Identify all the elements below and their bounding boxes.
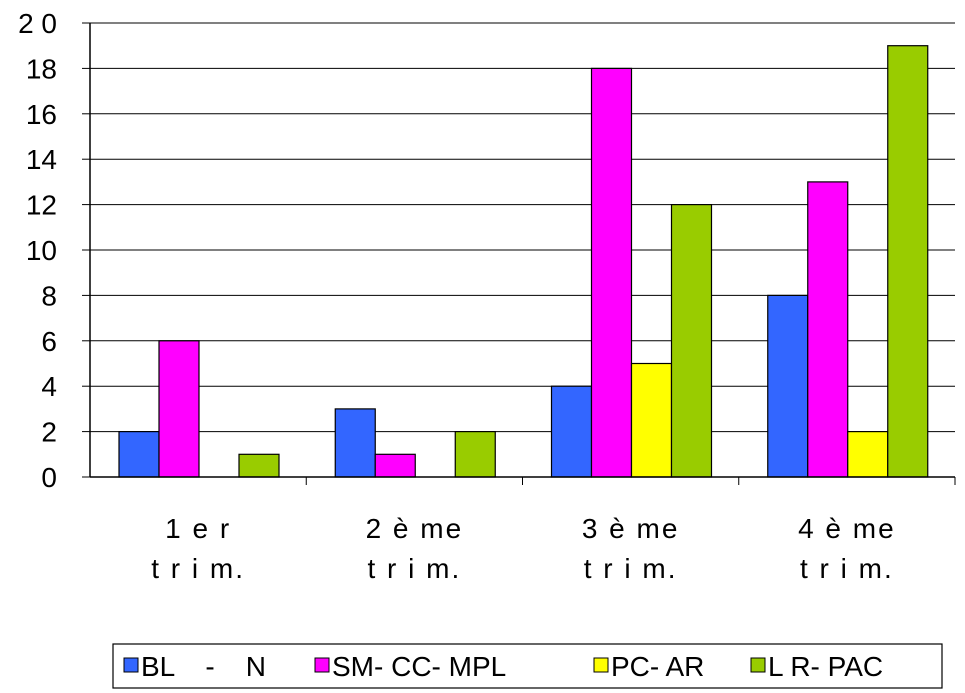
bars: [118, 45, 929, 478]
bar: [847, 431, 889, 478]
bar: [158, 340, 200, 478]
y-tick-label: 8: [41, 280, 57, 311]
x-category-label: 1 e r: [165, 513, 231, 544]
legend-swatch: [123, 657, 139, 673]
bar: [550, 385, 593, 478]
bar: [807, 181, 849, 478]
legend-label: L R- PAC: [768, 651, 883, 682]
y-tick-label: 2: [41, 417, 57, 448]
bar: [238, 453, 280, 478]
axes: [82, 22, 956, 485]
x-category-label: t r i m.: [800, 553, 894, 584]
legend: BL - N SM- CC- MPL PC- AR L R- PAC: [112, 643, 943, 689]
y-tick-label: 6: [41, 326, 57, 357]
y-tick-label: 14: [26, 144, 57, 175]
x-category-labels: 1 e r t r i m. 2 è me t r i m. 3 è me t r i m…: [151, 513, 896, 584]
gridlines: [90, 22, 955, 433]
legend-label: SM- CC- MPL: [332, 651, 506, 682]
bar: [767, 294, 809, 478]
x-category-label: 4 è me: [798, 513, 896, 544]
y-tick-label: 10: [26, 235, 57, 266]
legend-swatch: [593, 657, 609, 673]
legend-swatch: [314, 657, 330, 673]
bar: [454, 431, 496, 478]
bar: [334, 408, 376, 478]
x-category-label: t r i m.: [584, 553, 678, 584]
bar: [670, 204, 713, 478]
y-tick-label: 12: [26, 190, 57, 221]
bar: [374, 453, 416, 478]
legend-label: BL - N: [141, 651, 266, 682]
bar: [590, 67, 633, 478]
legend-swatch: [750, 657, 766, 673]
bar: [887, 45, 929, 478]
y-tick-labels: 0 2 4 6 8 10 12 14 16 18 2 0: [18, 8, 57, 493]
x-category-label: 3 è me: [582, 513, 680, 544]
bar: [630, 362, 673, 478]
x-category-label: t r i m.: [367, 553, 461, 584]
y-tick-label: 18: [26, 53, 57, 84]
legend-label: PC- AR: [611, 651, 704, 682]
x-category-label: 2 è me: [366, 513, 464, 544]
y-tick-label: 0: [41, 462, 57, 493]
x-category-label: t r i m.: [151, 553, 245, 584]
bar: [118, 431, 160, 478]
y-tick-label: 4: [41, 371, 57, 402]
y-tick-label: 16: [26, 99, 57, 130]
y-tick-label: 2 0: [18, 8, 57, 39]
legend-box: [112, 643, 943, 689]
